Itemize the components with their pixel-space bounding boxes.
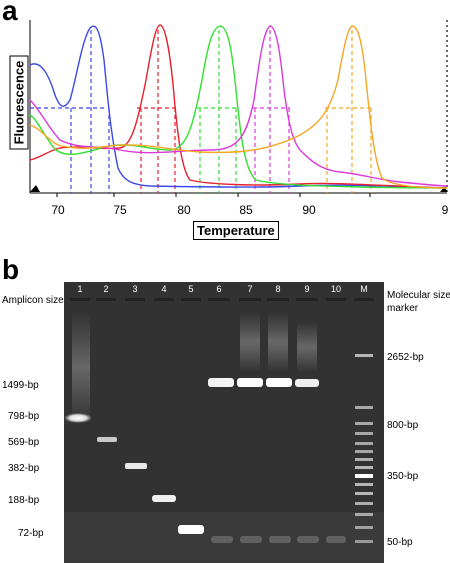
primer-dimer-bands [211, 536, 346, 543]
lane-label-7: 7 [247, 284, 253, 294]
x-tick-label-9: 9 [442, 203, 449, 217]
panel-b-label: b [2, 254, 20, 285]
lane-label-1: 1 [77, 284, 83, 294]
band-lane3 [125, 463, 147, 469]
x-tick-label-70: 70 [51, 203, 65, 217]
y-axis-label: Fluorescence [9, 55, 29, 150]
lane-label-9: 9 [304, 284, 310, 294]
amplicon-bands [64, 378, 319, 534]
curve-red [29, 24, 448, 189]
marker-label-350: 350-bp [387, 471, 419, 482]
band-lane9 [295, 379, 319, 387]
agarose-gel-image: 1 2 3 4 5 6 7 8 9 10 M [64, 282, 384, 563]
lane-label-8: 8 [275, 284, 281, 294]
amplicon-label-798: 798-bp [8, 411, 40, 422]
amplicon-label-382: 382-bp [8, 463, 40, 474]
x-axis-label: Temperature [193, 221, 279, 240]
melt-curve-chart: 70 75 80 85 90 9 [29, 20, 449, 217]
x-tick-label-75: 75 [113, 203, 127, 217]
curve-green [29, 25, 448, 189]
band-lane1 [64, 413, 92, 423]
band-lane6 [208, 378, 234, 387]
left-baseline-spike [30, 185, 40, 192]
gel-wells [70, 298, 374, 301]
amplicon-size-header: Amplicon size [2, 295, 64, 306]
right-baseline-spike [440, 186, 447, 192]
vertical-dashed-lines [70, 30, 372, 193]
x-tick-label-80: 80 [177, 203, 191, 217]
lane-label-m: M [360, 284, 368, 294]
amplicon-label-1499: 1499-bp [2, 380, 39, 391]
curve-blue [29, 25, 448, 189]
x-tick-label-90: 90 [302, 203, 316, 217]
lane-label-4: 4 [161, 284, 167, 294]
marker-ladder [355, 354, 373, 543]
lane-label-5: 5 [188, 284, 194, 294]
marker-label-50: 50-bp [387, 537, 413, 548]
x-tick-label-85: 85 [239, 203, 253, 217]
band-lane5 [178, 525, 204, 534]
marker-label-2652: 2652-bp [387, 352, 424, 363]
curve-orange [29, 25, 448, 189]
x-ticks [56, 193, 371, 197]
amplicon-label-569: 569-bp [8, 437, 40, 448]
band-lane7 [237, 378, 263, 387]
lane-smears [72, 312, 317, 422]
marker-label-800: 800-bp [387, 420, 419, 431]
molecular-size-header-line2: marker [387, 303, 419, 314]
band-lane2 [97, 437, 117, 442]
band-lane8 [266, 378, 292, 387]
lane-label-3: 3 [132, 284, 138, 294]
lane-label-6: 6 [216, 284, 222, 294]
panel-a-label: a [2, 0, 18, 26]
curve-magenta [29, 25, 448, 187]
lane-label-2: 2 [103, 284, 109, 294]
amplicon-label-72: 72-bp [18, 528, 44, 539]
molecular-size-header-line1: Molecular size [387, 290, 450, 301]
lane-label-10: 10 [330, 284, 341, 294]
amplicon-label-188: 188-bp [8, 495, 40, 506]
band-lane4 [152, 495, 176, 502]
